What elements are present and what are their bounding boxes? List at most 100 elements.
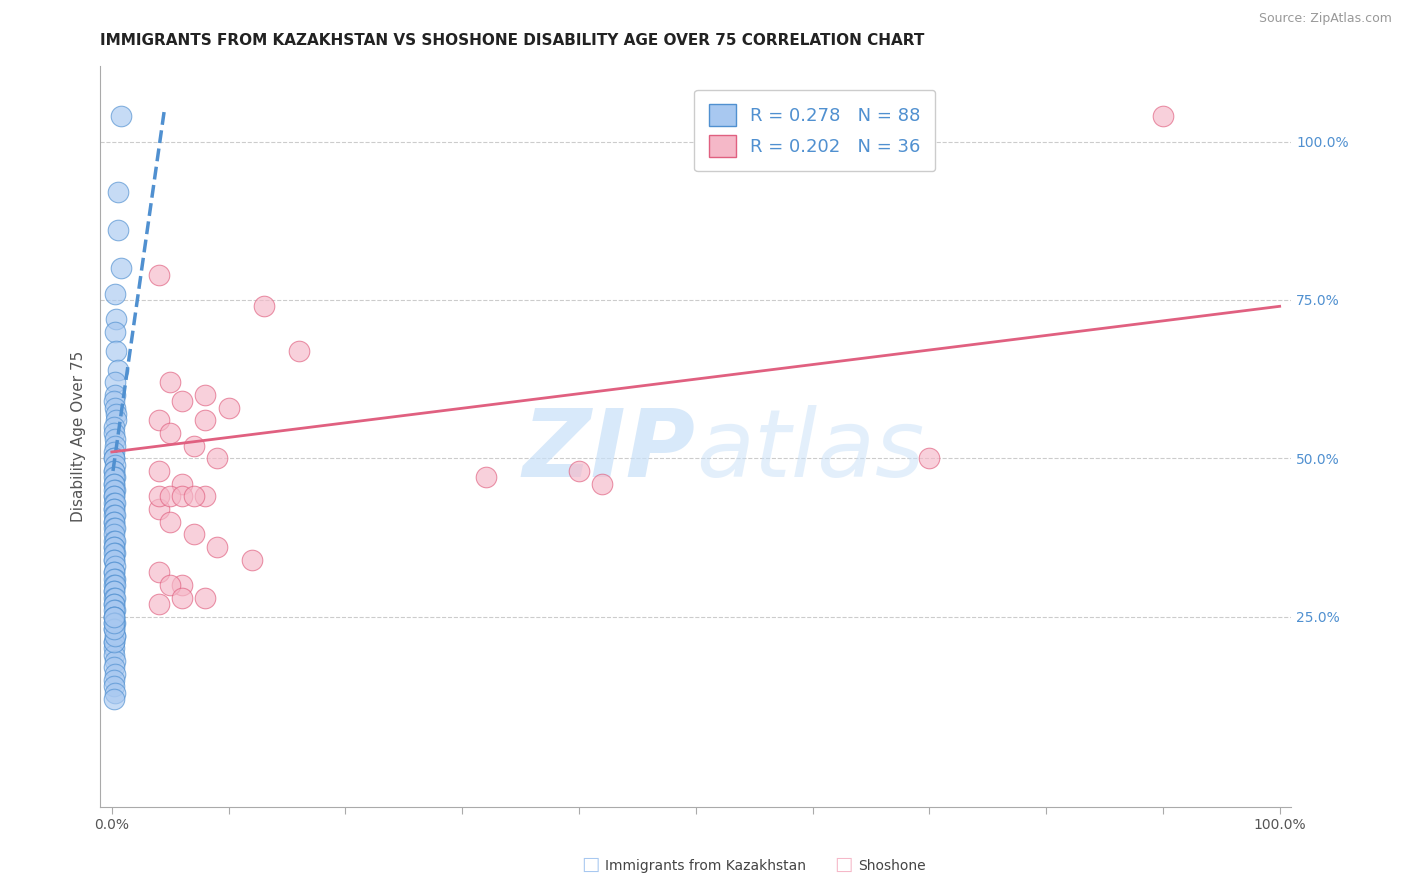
Point: [159, 376, 181, 390]
Y-axis label: Disability Age Over 75: Disability Age Over 75: [72, 351, 86, 522]
Point: [104, 558, 127, 573]
Point: [591, 476, 613, 491]
Point: [801, 109, 824, 123]
Point: [194, 489, 217, 503]
Point: [103, 508, 125, 523]
Point: [148, 464, 170, 478]
Point: [104, 615, 127, 630]
Point: [104, 546, 127, 560]
Point: [103, 622, 125, 636]
Point: [103, 591, 125, 605]
Point: [194, 388, 217, 402]
Point: [103, 489, 125, 503]
Point: [103, 622, 125, 636]
Point: [104, 439, 127, 453]
Point: [103, 425, 125, 440]
Point: [1152, 109, 1174, 123]
Point: [103, 641, 125, 656]
Point: [103, 635, 125, 649]
Point: [103, 464, 125, 478]
Point: [148, 268, 170, 282]
Point: [240, 552, 263, 566]
Point: [103, 521, 125, 535]
Point: [103, 502, 125, 516]
Point: [104, 666, 127, 681]
Point: [103, 540, 125, 554]
Point: [103, 552, 125, 566]
Point: [104, 572, 127, 586]
Point: [103, 609, 125, 624]
Point: [103, 451, 125, 466]
Point: [104, 483, 127, 497]
Point: [105, 407, 128, 421]
Text: Shoshone: Shoshone: [858, 859, 925, 872]
Legend: R = 0.278   N = 88, R = 0.202   N = 36: R = 0.278 N = 88, R = 0.202 N = 36: [695, 89, 935, 171]
Point: [103, 476, 125, 491]
Point: [103, 470, 125, 484]
Point: [103, 648, 125, 662]
Point: [205, 451, 228, 466]
Point: [103, 609, 125, 624]
Point: [104, 629, 127, 643]
Point: [159, 515, 181, 529]
Point: [918, 451, 941, 466]
Point: [253, 299, 276, 313]
Point: [103, 527, 125, 541]
Text: □: □: [834, 855, 853, 873]
Point: [170, 578, 193, 592]
Point: [183, 489, 205, 503]
Point: [105, 312, 128, 326]
Point: [205, 540, 228, 554]
Point: [103, 451, 125, 466]
Point: [183, 527, 205, 541]
Point: [104, 470, 127, 484]
Point: [103, 660, 125, 674]
Point: [104, 401, 127, 415]
Point: [104, 388, 127, 402]
Point: [183, 439, 205, 453]
Point: [103, 566, 125, 580]
Point: [103, 679, 125, 693]
Point: [105, 343, 128, 358]
Point: [107, 223, 129, 237]
Point: [104, 591, 127, 605]
Point: [103, 615, 125, 630]
Point: [148, 597, 170, 611]
Point: [103, 515, 125, 529]
Point: [105, 413, 128, 427]
Point: [104, 685, 127, 699]
Point: [103, 445, 125, 459]
Point: [103, 578, 125, 592]
Point: [103, 483, 125, 497]
Point: [103, 394, 125, 409]
Point: [103, 615, 125, 630]
Point: [104, 508, 127, 523]
Text: □: □: [581, 855, 600, 873]
Point: [170, 591, 193, 605]
Point: [103, 597, 125, 611]
Point: [148, 489, 170, 503]
Point: [148, 566, 170, 580]
Point: [103, 609, 125, 624]
Point: [568, 464, 591, 478]
Point: [110, 261, 132, 276]
Point: [104, 654, 127, 668]
Point: [159, 489, 181, 503]
Point: [103, 692, 125, 706]
Point: [107, 362, 129, 376]
Point: [104, 432, 127, 446]
Point: [104, 629, 127, 643]
Point: [103, 546, 125, 560]
Point: [104, 603, 127, 617]
Point: [103, 502, 125, 516]
Point: [103, 584, 125, 599]
Point: [103, 515, 125, 529]
Text: Immigrants from Kazakhstan: Immigrants from Kazakhstan: [605, 859, 806, 872]
Point: [103, 603, 125, 617]
Point: [287, 343, 309, 358]
Point: [170, 394, 193, 409]
Point: [148, 413, 170, 427]
Text: Source: ZipAtlas.com: Source: ZipAtlas.com: [1258, 12, 1392, 25]
Point: [103, 464, 125, 478]
Point: [107, 186, 129, 200]
